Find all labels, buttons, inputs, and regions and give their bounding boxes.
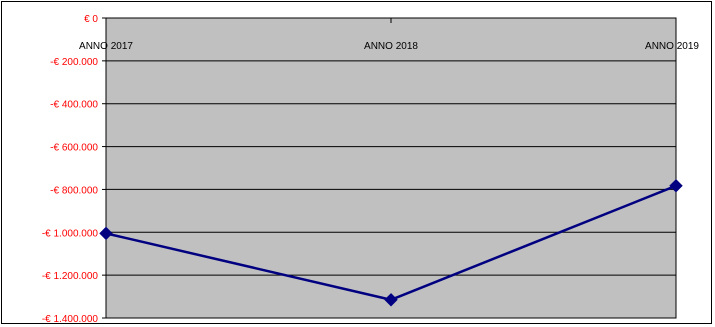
plot-area — [105, 17, 677, 319]
data-point-marker — [99, 226, 113, 241]
y-tick-label: -€ 200.000 — [50, 57, 98, 68]
x-tick-label: ANNO 2018 — [364, 41, 418, 52]
y-tick-label: -€ 800.000 — [50, 185, 98, 196]
y-tick-label: -€ 1.200.000 — [42, 271, 99, 282]
data-point-marker — [669, 179, 683, 193]
y-tick-label: -€ 1.400.000 — [42, 314, 99, 325]
x-tick-label: ANNO 2019 — [645, 41, 699, 52]
x-tick-label: ANNO 2017 — [79, 41, 133, 52]
y-tick-label: € 0 — [84, 14, 98, 25]
data-point-marker — [384, 293, 398, 307]
y-tick-label: -€ 600.000 — [50, 143, 98, 154]
y-tick-label: -€ 400.000 — [50, 100, 98, 111]
y-tick-label: -€ 1.000.000 — [42, 228, 99, 239]
